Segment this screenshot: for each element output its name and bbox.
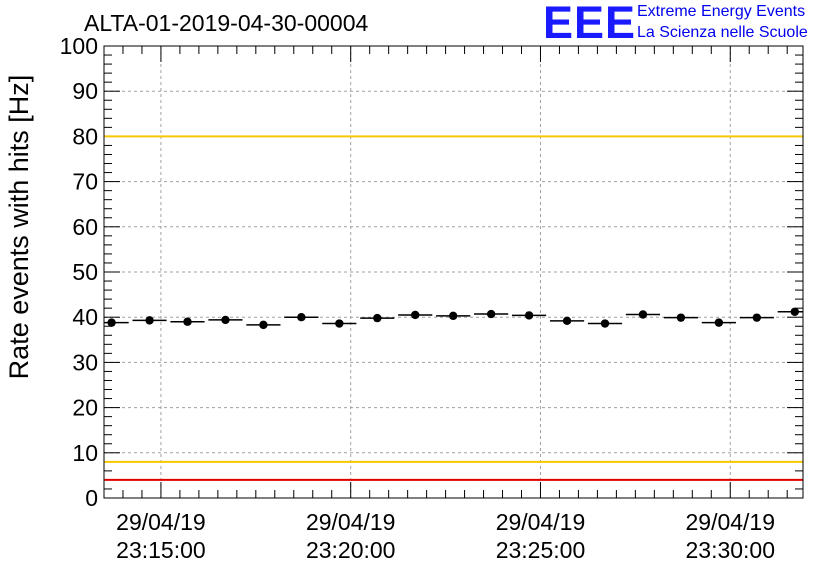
- data-point: [145, 316, 154, 325]
- y-tick-label: 40: [72, 304, 98, 330]
- chart-title: ALTA-01-2019-04-30-00004: [84, 10, 369, 36]
- y-tick-label: 0: [85, 485, 98, 511]
- logo-line-2: La Scienza nelle Scuole: [637, 24, 808, 41]
- grid-lines: [104, 46, 803, 498]
- y-axis-label: Rate events with hits [Hz]: [4, 75, 34, 380]
- x-tick-date: 29/04/19: [116, 509, 206, 535]
- data-point: [373, 313, 382, 323]
- data-point: [714, 318, 724, 327]
- data-point: [790, 307, 799, 316]
- y-tick-label: 80: [72, 123, 98, 149]
- x-tick-time: 23:30:00: [685, 537, 775, 563]
- x-tick-time: 23:15:00: [116, 537, 206, 563]
- y-tick-label: 20: [72, 395, 98, 421]
- y-tick-label: 50: [72, 259, 98, 285]
- x-tick-time: 23:25:00: [496, 537, 586, 563]
- x-tick-time: 23:20:00: [306, 537, 396, 563]
- data-point: [524, 311, 534, 320]
- logo-line-1: Extreme Energy Events: [637, 3, 806, 20]
- y-tick-label: 70: [72, 169, 98, 195]
- data-point: [297, 313, 306, 322]
- y-tick-label: 60: [72, 214, 98, 240]
- data-point: [335, 319, 344, 328]
- data-point: [448, 311, 458, 321]
- data-point: [411, 310, 420, 320]
- data-point: [638, 310, 648, 319]
- plot-frame: [103, 45, 804, 499]
- x-tick-date: 29/04/19: [685, 509, 775, 535]
- data-point: [752, 313, 762, 322]
- data-point: [676, 313, 686, 322]
- y-tick-label: 10: [72, 440, 98, 466]
- data-series: [104, 307, 803, 330]
- data-point: [600, 319, 610, 328]
- tick-labels: 010203040506070809010029/04/1923:15:0029…: [60, 33, 775, 563]
- data-point: [486, 309, 496, 319]
- data-point: [183, 317, 192, 326]
- y-tick-label: 100: [60, 33, 98, 59]
- x-tick-date: 29/04/19: [496, 509, 586, 535]
- y-tick-label: 90: [72, 78, 98, 104]
- eee-logo: EEE: [543, 0, 637, 48]
- x-tick-date: 29/04/19: [306, 509, 396, 535]
- data-point: [562, 316, 572, 326]
- data-point: [259, 320, 268, 330]
- data-point: [221, 315, 230, 325]
- y-tick-label: 30: [72, 349, 98, 375]
- data-point: [107, 318, 116, 327]
